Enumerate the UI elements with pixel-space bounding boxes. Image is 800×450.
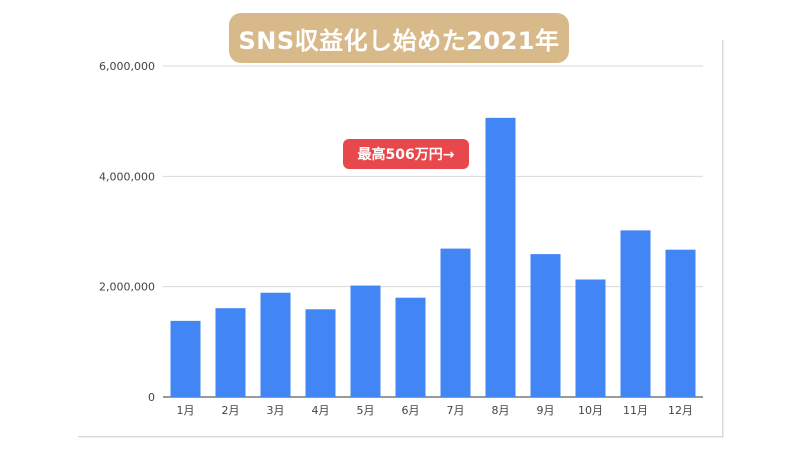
chart-title: SNS収益化し始めた2021年 [229, 13, 569, 63]
x-tick-label: 6月 [402, 404, 420, 417]
chart-card [78, 40, 723, 437]
x-tick-label: 10月 [578, 404, 603, 417]
bar-9 [530, 254, 561, 397]
x-axis-tick-labels: 1月 2月 3月 4月 5月 6月 7月 8月 9月 10月 11月 12月 [177, 404, 694, 417]
x-tick-label: 2月 [222, 404, 240, 417]
x-tick-label: 9月 [537, 404, 555, 417]
max-value-callout: 最高506万円→ [343, 139, 469, 169]
x-tick-label: 12月 [668, 404, 693, 417]
bar-2 [215, 308, 246, 397]
bars [170, 117, 696, 398]
x-tick-label: 4月 [312, 404, 330, 417]
bar-5 [350, 285, 381, 397]
x-tick-label: 7月 [447, 404, 465, 417]
bar-1 [170, 320, 201, 397]
bar-11 [620, 230, 651, 397]
y-axis-tick-labels: 0 2,000,000 4,000,000 6,000,000 [99, 60, 155, 404]
grid-lines [163, 65, 703, 398]
x-tick-label: 1月 [177, 404, 195, 417]
y-tick-label: 6,000,000 [99, 60, 155, 73]
y-tick-label: 0 [148, 391, 155, 404]
bar-12 [665, 249, 696, 397]
x-tick-label: 8月 [492, 404, 510, 417]
y-tick-label: 4,000,000 [99, 170, 155, 183]
bar-3 [260, 292, 291, 397]
bar-6 [395, 297, 426, 397]
x-tick-label: 11月 [623, 404, 648, 417]
bar-8 [485, 117, 516, 398]
x-tick-label: 5月 [357, 404, 375, 417]
bar-4 [305, 309, 336, 397]
bar-7 [440, 248, 471, 397]
x-tick-label: 3月 [267, 404, 285, 417]
y-tick-label: 2,000,000 [99, 281, 155, 294]
bar-10 [575, 279, 606, 397]
